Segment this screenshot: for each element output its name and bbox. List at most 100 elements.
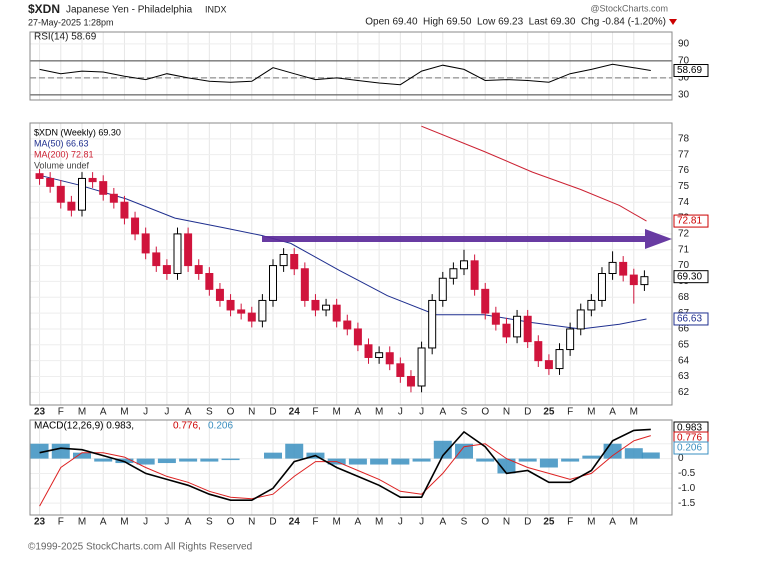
axis-tag xyxy=(673,441,709,455)
candle-body xyxy=(77,177,86,211)
panel-frame xyxy=(29,31,673,101)
candle-body xyxy=(46,177,55,187)
y-tick-label: 70 xyxy=(678,260,690,271)
candle-body xyxy=(555,349,564,370)
legend-entry: MACD(12,26,9) 0.983, xyxy=(34,421,134,432)
x-tick-label: A xyxy=(439,407,446,418)
histogram-bar xyxy=(30,443,49,459)
candle-body xyxy=(343,320,352,330)
y-tick-label: 75 xyxy=(678,181,690,192)
axis-tag-label: 0.776 xyxy=(677,433,702,444)
candle-body xyxy=(353,328,362,346)
candle-body xyxy=(481,288,490,314)
x-tick-label: A xyxy=(609,517,616,528)
histogram-bar xyxy=(518,458,537,462)
candle-body xyxy=(131,217,140,235)
y-tick-label: -1.5 xyxy=(678,498,696,509)
x-tick-label: F xyxy=(567,517,573,528)
candle-body xyxy=(141,233,150,254)
x-tick-label: A xyxy=(439,517,446,528)
candle-body xyxy=(544,360,553,370)
candle-body xyxy=(311,299,320,311)
candle-body xyxy=(396,363,405,377)
y-tick-label: 70 xyxy=(678,56,690,67)
y-tick-label: -1.0 xyxy=(678,483,696,494)
symbol: $XDN xyxy=(28,2,60,16)
histogram-bar xyxy=(264,452,283,459)
candle-body xyxy=(576,309,585,330)
candle-body xyxy=(523,315,532,343)
y-tick-label: 78 xyxy=(678,133,690,144)
histogram-bar xyxy=(582,455,601,459)
histogram-bar xyxy=(72,452,91,459)
legend-entry: $XDN (Weekly) 69.30 xyxy=(34,127,121,137)
x-tick-label: S xyxy=(461,517,468,528)
x-tick-label: M xyxy=(587,517,595,528)
histogram-bar xyxy=(412,458,431,462)
histogram-bar xyxy=(221,458,240,461)
candle-body xyxy=(364,344,373,358)
candle-body xyxy=(56,185,65,203)
down-arrow xyxy=(669,19,677,25)
legend-entry: 0.776, xyxy=(173,421,201,432)
candle-body xyxy=(385,352,394,365)
panel-frame xyxy=(29,122,673,406)
candle-body xyxy=(417,347,426,387)
x-tick-label: J xyxy=(419,517,424,528)
x-tick-label: 24 xyxy=(289,407,301,418)
x-tick-label: S xyxy=(206,517,213,528)
histogram-bar xyxy=(624,448,643,459)
x-tick-label: A xyxy=(100,517,107,528)
histogram-bar xyxy=(157,458,176,464)
candle-body xyxy=(290,253,299,270)
candle-body xyxy=(269,265,278,301)
y-tick-label: 71 xyxy=(678,244,690,255)
histogram-bar xyxy=(391,458,410,465)
series-line xyxy=(39,174,647,330)
x-tick-label: J xyxy=(164,407,169,418)
candle-body xyxy=(608,261,617,275)
histogram-bar xyxy=(433,440,452,459)
candle-body xyxy=(322,304,331,311)
x-tick-label: D xyxy=(269,517,276,528)
legend-entry: Volume undef xyxy=(34,160,90,170)
x-tick-label: M xyxy=(630,407,638,418)
y-tick-label: 63 xyxy=(678,371,690,382)
candle-body xyxy=(99,181,108,195)
candle-body xyxy=(35,173,44,179)
histogram-bar xyxy=(348,458,367,465)
y-tick-label: 64 xyxy=(678,355,690,366)
security-name: Japanese Yen - Philadelphia xyxy=(66,5,193,16)
series-line xyxy=(421,125,647,222)
x-tick-label: N xyxy=(503,517,510,528)
x-tick-label: 25 xyxy=(543,517,555,528)
y-tick-label: 74 xyxy=(678,197,690,208)
axis-tag-label: 58.69 xyxy=(677,65,702,76)
candle-body xyxy=(67,201,76,211)
histogram-bar xyxy=(561,458,580,462)
x-tick-label: M xyxy=(120,407,128,418)
x-tick-label: A xyxy=(355,517,362,528)
candle-body xyxy=(629,274,638,286)
x-tick-label: 23 xyxy=(34,407,46,418)
candle-body xyxy=(332,304,341,322)
y-tick-label: 62 xyxy=(678,387,690,398)
axis-tag xyxy=(673,64,709,78)
y-tick-label: 77 xyxy=(678,149,690,160)
x-tick-label: O xyxy=(481,407,489,418)
histogram-bar xyxy=(641,452,660,459)
y-tick-label: -0.5 xyxy=(678,468,696,479)
x-tick-label: J xyxy=(143,407,148,418)
x-tick-label: 23 xyxy=(34,517,46,528)
x-tick-label: J xyxy=(419,407,424,418)
candle-body xyxy=(428,299,437,349)
histogram-bar xyxy=(370,458,389,465)
x-tick-label: M xyxy=(120,517,128,528)
candle-body xyxy=(194,265,203,275)
x-tick-label: M xyxy=(375,517,383,528)
candle-body xyxy=(162,265,171,275)
candle-body xyxy=(109,193,118,203)
x-tick-label: J xyxy=(398,407,403,418)
candle-body xyxy=(279,253,288,267)
